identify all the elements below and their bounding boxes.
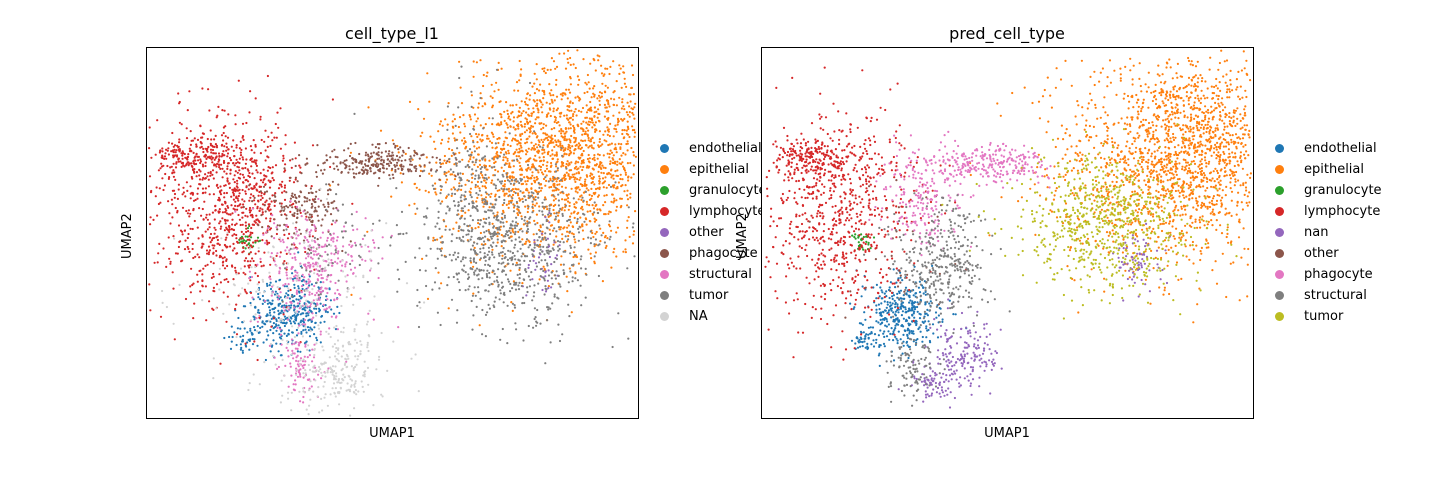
- series-phagocyte-points: [868, 130, 1052, 257]
- legend-marker: [660, 186, 669, 195]
- chart2-scatter: [764, 49, 1252, 409]
- chart1-plot-area: [146, 47, 639, 419]
- legend-label: tumor: [689, 288, 729, 303]
- legend-marker: [1275, 186, 1284, 195]
- series-nan-points: [897, 222, 1171, 409]
- series-epithelial-points: [969, 49, 1252, 324]
- series-structural-points: [863, 192, 1011, 407]
- series-tumor-points: [281, 65, 636, 365]
- legend-marker: [660, 207, 669, 216]
- chart1-scatter: [148, 49, 637, 417]
- legend-label: granulocyte: [689, 183, 767, 198]
- legend-label: structural: [1304, 288, 1367, 303]
- legend-label: endothelial: [689, 141, 762, 156]
- series-lymphocyte-points: [148, 74, 354, 365]
- legend-marker: [1275, 270, 1284, 279]
- legend-marker: [1275, 291, 1284, 300]
- legend-label: epithelial: [1304, 162, 1364, 177]
- chart1-y-axis-label: UMAP2: [120, 213, 135, 259]
- chart2-title: pred_cell_type: [949, 24, 1065, 43]
- legend-marker: [1275, 207, 1284, 216]
- series-epithelial-points: [329, 49, 637, 327]
- series-phagocyte-points: [242, 141, 460, 253]
- legend-marker: [660, 249, 669, 258]
- legend-marker: [1275, 165, 1284, 174]
- chart2-x-axis-label: UMAP1: [984, 426, 1030, 441]
- legend-marker: [660, 312, 669, 321]
- chart1-legend: endothelial epithelial granulocyte lymphocy…: [660, 139, 770, 339]
- chart2-y-axis-label: UMAP2: [735, 213, 750, 259]
- legend-label: tumor: [1304, 309, 1344, 324]
- legend-label: NA: [689, 309, 708, 324]
- chart2-plot-area: [761, 47, 1254, 419]
- legend-label: endothelial: [1304, 141, 1377, 156]
- series-na-points: [161, 187, 426, 417]
- series-tumor-points: [941, 123, 1238, 320]
- series-lymphocyte-points: [764, 66, 968, 361]
- legend-marker: [660, 144, 669, 153]
- legend-marker: [660, 228, 669, 237]
- chart2-legend: endothelial epithelial granulocyte lymphocy…: [1275, 139, 1445, 339]
- legend-label: granulocyte: [1304, 183, 1382, 198]
- legend-label: lymphocyte: [1304, 204, 1381, 219]
- legend-label: epithelial: [689, 162, 749, 177]
- legend-label: other: [689, 225, 724, 240]
- legend-marker: [660, 165, 669, 174]
- chart1-x-axis-label: UMAP1: [369, 426, 415, 441]
- legend-label: structural: [689, 267, 752, 282]
- legend-label: phagocyte: [689, 246, 758, 261]
- legend-marker: [660, 270, 669, 279]
- legend-label: lymphocyte: [689, 204, 766, 219]
- series-endothelial-points: [849, 264, 968, 367]
- series-structural-points: [234, 197, 400, 404]
- legend-label: nan: [1304, 225, 1329, 240]
- chart1-title: cell_type_l1: [345, 24, 439, 43]
- legend-marker: [1275, 312, 1284, 321]
- legend-marker: [1275, 144, 1284, 153]
- legend-label: phagocyte: [1304, 267, 1373, 282]
- legend-marker: [660, 291, 669, 300]
- legend-marker: [1275, 228, 1284, 237]
- legend-marker: [1275, 249, 1284, 258]
- legend-label: other: [1304, 246, 1339, 261]
